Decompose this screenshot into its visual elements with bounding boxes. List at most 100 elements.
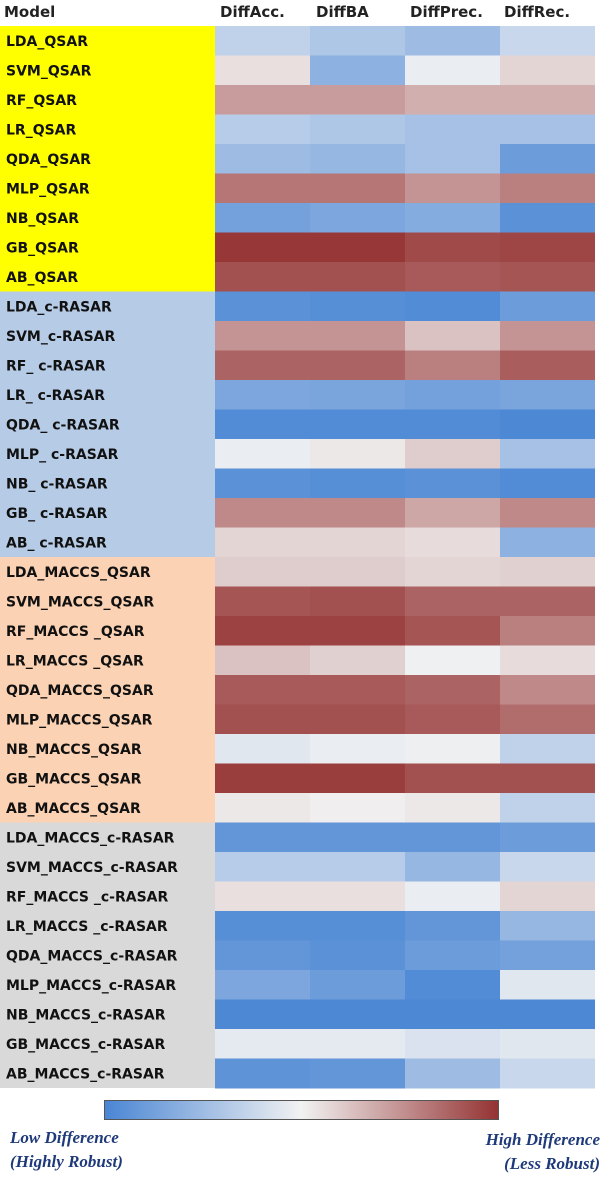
row-label-20: SVM_MACCS_QSAR: [6, 594, 154, 610]
column-header-1: DiffAcc.: [220, 3, 285, 21]
row-label-29: SVM_MACCS_c-RASAR: [6, 860, 178, 876]
heatmap-cell-r1-c1: [215, 26, 310, 56]
row-label-14: QDA_ c-RASAR: [6, 417, 120, 433]
heatmap-cell-r8-c3: [405, 232, 500, 263]
legend-high-label: High Difference (Less Robust): [486, 1128, 600, 1176]
heatmap-cell-r29-c1: [215, 852, 310, 882]
heatmap-cell-r32-c4: [500, 940, 595, 971]
heatmap-cells: [215, 26, 595, 1089]
column-header-4: DiffRec.: [504, 3, 570, 21]
row-label-7: NB_QSAR: [6, 211, 79, 227]
row-label-5: QDA_QSAR: [6, 152, 91, 168]
heatmap-cell-r19-c3: [405, 557, 500, 587]
heatmap-cell-r18-c3: [405, 527, 500, 558]
heatmap-cell-r17-c3: [405, 498, 500, 528]
heatmap-cell-r3-c1: [215, 85, 310, 115]
heatmap-cell-r30-c4: [500, 881, 595, 912]
heatmap-cell-r15-c4: [500, 439, 595, 469]
legend-low-line1: Low Difference: [10, 1128, 119, 1147]
heatmap-cell-r20-c3: [405, 586, 500, 617]
heatmap-cell-r12-c4: [500, 350, 595, 381]
heatmap-cell-r19-c1: [215, 557, 310, 587]
row-label-31: LR_MACCS _c-RASAR: [6, 919, 168, 935]
heatmap-cell-r33-c4: [500, 970, 595, 1000]
heatmap-cell-r9-c2: [310, 262, 405, 292]
heatmap-cell-r28-c4: [500, 822, 595, 853]
legend-high-line2: (Less Robust): [504, 1154, 600, 1173]
heatmap-cell-r31-c3: [405, 911, 500, 941]
row-label-28: LDA_MACCS_c-RASAR: [6, 830, 175, 846]
heatmap-cell-r24-c4: [500, 704, 595, 735]
row-label-24: MLP_MACCS_QSAR: [6, 712, 153, 728]
heatmap-cell-r36-c4: [500, 1058, 595, 1089]
heatmap-cell-r33-c3: [405, 970, 500, 1000]
heatmap-cell-r36-c1: [215, 1058, 310, 1089]
heatmap-cell-r10-c2: [310, 291, 405, 322]
heatmap-cell-r24-c3: [405, 704, 500, 735]
heatmap-cell-r14-c4: [500, 409, 595, 440]
heatmap-cell-r29-c2: [310, 852, 405, 882]
heatmap-cell-r31-c2: [310, 911, 405, 941]
heatmap-cell-r3-c2: [310, 85, 405, 115]
row-label-8: GB_QSAR: [6, 240, 79, 256]
heatmap-cell-r5-c1: [215, 144, 310, 174]
row-group-bg-1: [0, 26, 215, 292]
heatmap-cell-r34-c4: [500, 999, 595, 1030]
heatmap-cell-r25-c2: [310, 734, 405, 764]
row-label-6: MLP_QSAR: [6, 181, 90, 197]
heatmap-cell-r7-c1: [215, 203, 310, 233]
heatmap-cell-r31-c4: [500, 911, 595, 941]
heatmap-cell-r2-c4: [500, 55, 595, 86]
heatmap-cell-r34-c2: [310, 999, 405, 1030]
row-label-18: AB_ c-RASAR: [6, 535, 107, 551]
heatmap-cell-r4-c4: [500, 114, 595, 145]
column-headers: DiffAcc. DiffBA DiffPrec. DiffRec.: [220, 3, 570, 21]
heatmap-cell-r32-c2: [310, 940, 405, 971]
heatmap-cell-r18-c1: [215, 527, 310, 558]
heatmap-cell-r22-c4: [500, 645, 595, 676]
heatmap-cell-r35-c3: [405, 1029, 500, 1059]
heatmap-cell-r27-c4: [500, 793, 595, 823]
heatmap-cell-r10-c3: [405, 291, 500, 322]
heatmap-cell-r9-c1: [215, 262, 310, 292]
heatmap-cell-r21-c3: [405, 616, 500, 646]
heatmap-cell-r20-c4: [500, 586, 595, 617]
heatmap-cell-r6-c2: [310, 173, 405, 204]
row-label-21: RF_MACCS _QSAR: [6, 624, 145, 640]
row-label-36: AB_MACCS_c-RASAR: [6, 1066, 165, 1082]
row-label-17: GB_ c-RASAR: [6, 506, 108, 522]
heatmap-cell-r3-c3: [405, 85, 500, 115]
heatmap-cell-r22-c2: [310, 645, 405, 676]
heatmap-cell-r8-c1: [215, 232, 310, 263]
heatmap-cell-r6-c1: [215, 173, 310, 204]
heatmap-cell-r13-c3: [405, 380, 500, 410]
heatmap-cell-r28-c1: [215, 822, 310, 853]
heatmap-cell-r14-c3: [405, 409, 500, 440]
heatmap-cell-r23-c3: [405, 675, 500, 705]
row-labels: LDA_QSAR SVM_QSAR RF_QSAR LR_QSAR QDA_QSAR ML…: [6, 34, 178, 1083]
heatmap-cell-r20-c2: [310, 586, 405, 617]
heatmap-cell-r10-c4: [500, 291, 595, 322]
heatmap-cell-r35-c4: [500, 1029, 595, 1059]
heatmap-cell-r18-c2: [310, 527, 405, 558]
heatmap-cell-r1-c2: [310, 26, 405, 56]
row-label-4: LR_QSAR: [6, 122, 77, 138]
heatmap-cell-r15-c3: [405, 439, 500, 469]
heatmap-cell-r15-c2: [310, 439, 405, 469]
legend-high-line1: High Difference: [485, 1130, 600, 1149]
heatmap-cell-r26-c3: [405, 763, 500, 794]
heatmap-cell-r15-c1: [215, 439, 310, 469]
heatmap-cell-r13-c1: [215, 380, 310, 410]
row-label-16: NB_ c-RASAR: [6, 476, 108, 492]
heatmap-cell-r6-c4: [500, 173, 595, 204]
row-label-35: GB_MACCS_c-RASAR: [6, 1037, 165, 1053]
heatmap-cell-r34-c1: [215, 999, 310, 1030]
heatmap-cell-r9-c4: [500, 262, 595, 292]
heatmap-cell-r25-c3: [405, 734, 500, 764]
row-label-12: RF_ c-RASAR: [6, 358, 106, 374]
row-label-27: AB_MACCS_QSAR: [6, 801, 141, 817]
heatmap-cell-r25-c4: [500, 734, 595, 764]
heatmap-cell-r7-c3: [405, 203, 500, 233]
heatmap-cell-r36-c2: [310, 1058, 405, 1089]
heatmap-cell-r32-c3: [405, 940, 500, 971]
